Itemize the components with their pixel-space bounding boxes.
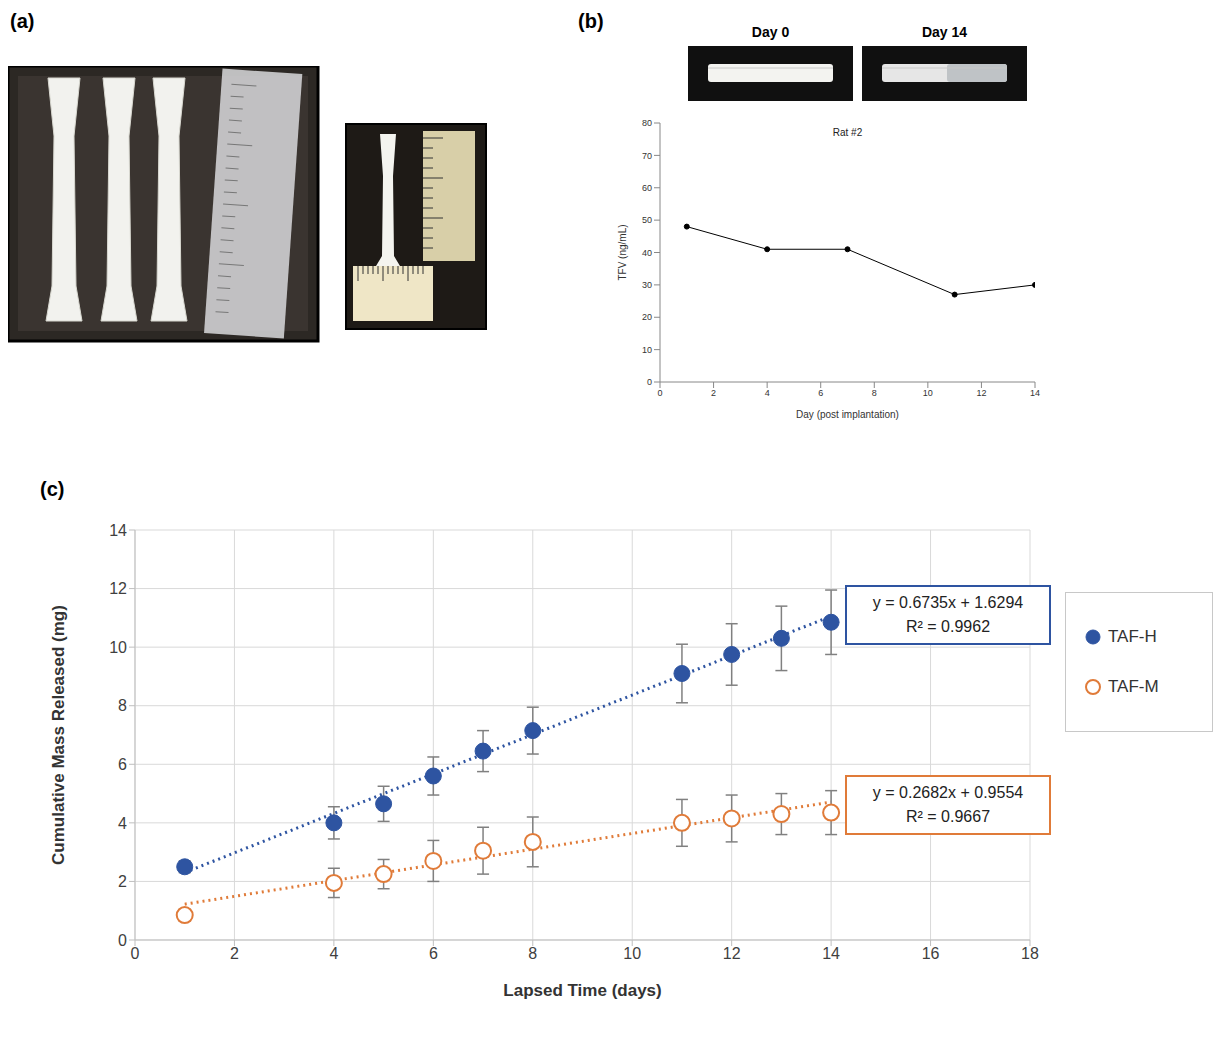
html-text:Day 0: Day 0 [751, 24, 790, 40]
svg-text:TFV (ng/mL): TFV (ng/mL) [617, 224, 628, 280]
svg-text:0: 0 [657, 388, 662, 398]
html-text:y = 0.6735x + 1.6294: y = 0.6735x + 1.6294 [872, 594, 1024, 611]
svg-text:10: 10 [923, 388, 933, 398]
html-text:(c): (c) [40, 478, 65, 500]
svg-text:60: 60 [642, 183, 652, 193]
svg-text:Lapsed Time (days): Lapsed Time (days) [503, 981, 661, 1000]
svg-text:2: 2 [118, 873, 127, 890]
svg-text:40: 40 [642, 248, 652, 258]
svg-text:6: 6 [429, 945, 438, 962]
svg-text:2: 2 [230, 945, 239, 962]
html-text:R² = 0.9962: R² = 0.9962 [906, 618, 990, 635]
svg-text:12: 12 [109, 580, 127, 597]
html-text:(b): (b) [578, 10, 604, 32]
svg-text:30: 30 [642, 280, 652, 290]
svg-text:2: 2 [711, 388, 716, 398]
svg-text:0: 0 [131, 945, 140, 962]
svg-text:4: 4 [329, 945, 338, 962]
svg-text:0: 0 [647, 377, 652, 387]
html-text:y = 0.2682x + 0.9554: y = 0.2682x + 0.9554 [872, 784, 1024, 801]
html-text:(a): (a) [10, 10, 35, 32]
svg-text:12: 12 [976, 388, 986, 398]
svg-text:4: 4 [765, 388, 770, 398]
svg-text:14: 14 [822, 945, 840, 962]
svg-text:14: 14 [109, 522, 127, 539]
svg-text:70: 70 [642, 151, 652, 161]
svg-text:8: 8 [872, 388, 877, 398]
svg-text:20: 20 [642, 312, 652, 322]
svg-text:6: 6 [818, 388, 823, 398]
svg-text:6: 6 [118, 756, 127, 773]
svg-text:0: 0 [118, 932, 127, 949]
svg-text:Day (post implantation): Day (post implantation) [796, 409, 899, 420]
svg-text:10: 10 [109, 639, 127, 656]
html-text:TAF-H: TAF-H [1108, 627, 1157, 646]
html-text:TAF-M: TAF-M [1108, 677, 1159, 696]
svg-text:Cumulative Mass Released (mg): Cumulative Mass Released (mg) [49, 605, 68, 865]
svg-text:18: 18 [1021, 945, 1039, 962]
svg-text:12: 12 [723, 945, 741, 962]
html-text:Day 14: Day 14 [921, 24, 968, 40]
svg-text:8: 8 [118, 697, 127, 714]
svg-text:4: 4 [118, 815, 127, 832]
svg-text:80: 80 [642, 118, 652, 128]
svg-text:10: 10 [642, 345, 652, 355]
svg-text:50: 50 [642, 215, 652, 225]
svg-text:14: 14 [1030, 388, 1040, 398]
svg-text:10: 10 [623, 945, 641, 962]
html-text:Rat #2: Rat #2 [832, 127, 863, 138]
html-text:R² = 0.9667: R² = 0.9667 [906, 808, 990, 825]
svg-text:16: 16 [922, 945, 940, 962]
svg-text:8: 8 [528, 945, 537, 962]
